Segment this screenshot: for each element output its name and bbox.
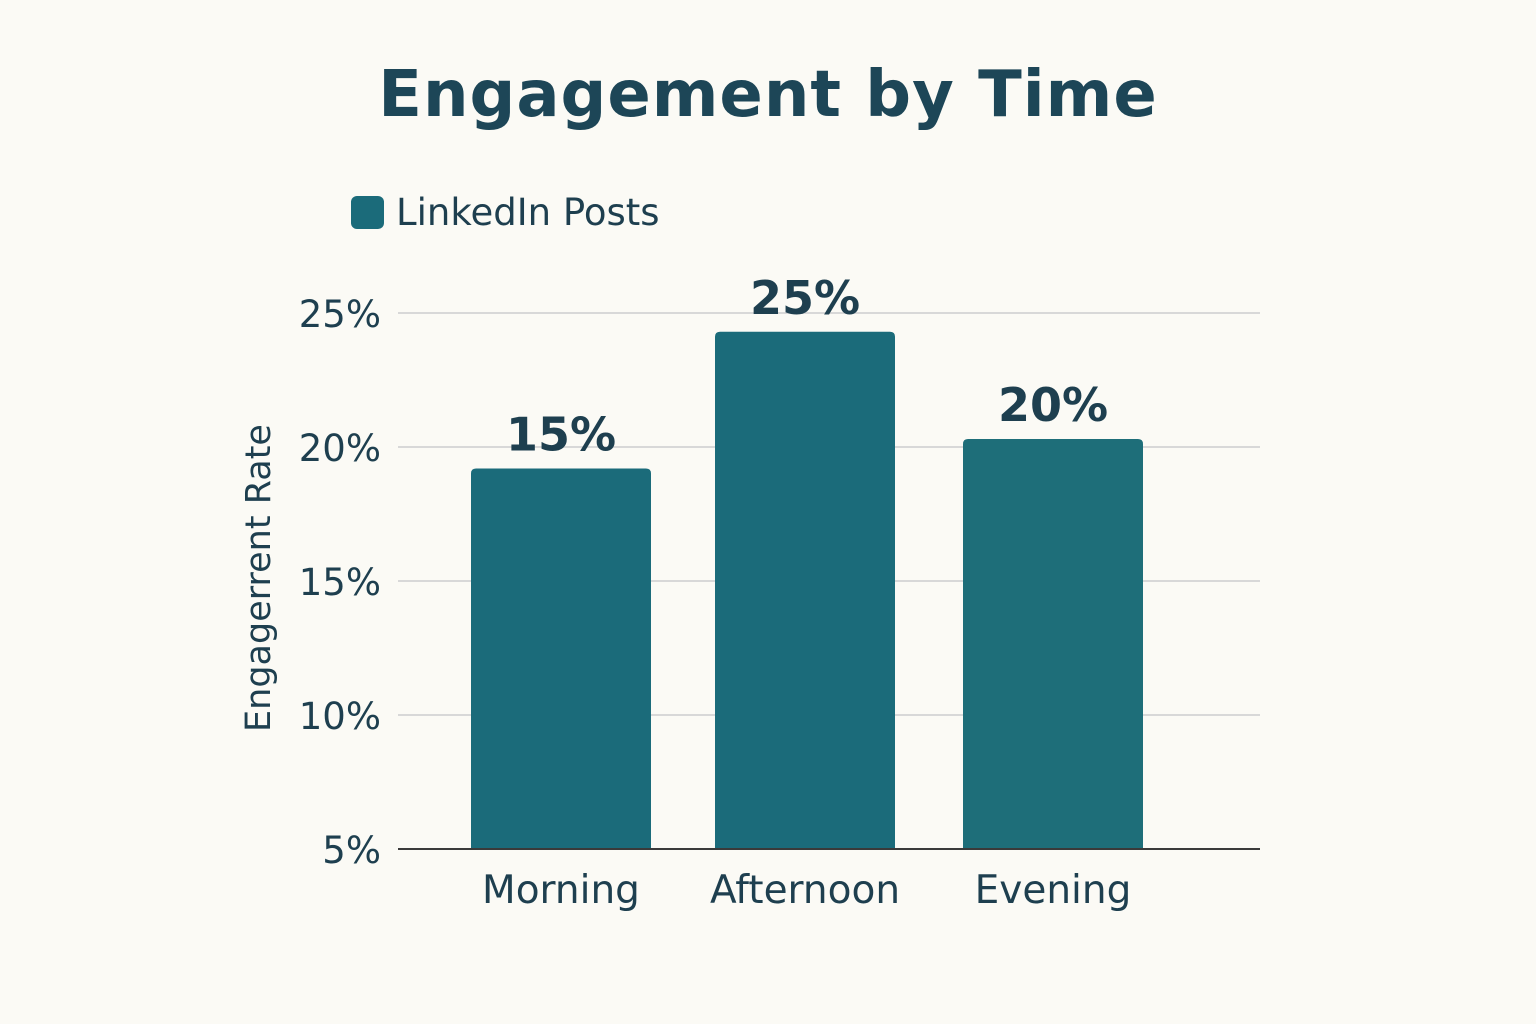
- y-tick-label: 10%: [299, 695, 381, 738]
- data-label: 15%: [506, 407, 616, 461]
- x-tick-label: Morning: [482, 868, 640, 913]
- legend: LinkedIn Posts: [351, 190, 660, 234]
- bar: [715, 331, 895, 849]
- y-tick-label: 20%: [299, 427, 381, 470]
- bar: [471, 468, 651, 849]
- legend-swatch: [351, 195, 384, 229]
- legend-label: LinkedIn Posts: [396, 190, 660, 234]
- chart-title: Engagement by Time: [378, 58, 1158, 132]
- data-label: 20%: [998, 378, 1108, 432]
- bar: [963, 438, 1143, 849]
- data-label: 25%: [750, 271, 860, 325]
- x-tick-label: Evening: [975, 868, 1132, 913]
- y-tick-label: 5%: [322, 829, 381, 872]
- y-tick-label: 15%: [299, 561, 381, 604]
- y-tick-label: 25%: [299, 293, 381, 336]
- y-axis-label: Engagerrent Rate: [239, 424, 279, 732]
- x-tick-label: Afternoon: [710, 868, 900, 913]
